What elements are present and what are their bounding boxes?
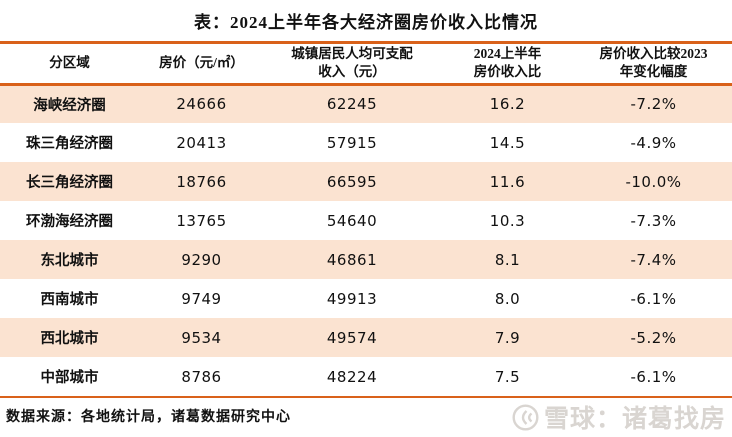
table-row: 东北城市 9290 46861 8.1 -7.4% [0, 240, 732, 279]
cell-ratio: 8.1 [494, 250, 521, 269]
table-row: 环渤海经济圈 13765 54640 10.3 -7.3% [0, 201, 732, 240]
cell-change: -7.4% [630, 250, 677, 269]
cell-region: 海峡经济圈 [33, 97, 106, 114]
cell-region: 东北城市 [40, 253, 99, 269]
cell-price: 9534 [181, 328, 222, 347]
cell-region: 西南城市 [40, 292, 99, 308]
price-income-table: 分区域 房价（元/㎡） 城镇居民人均可支配 收入（元） 2024上半年 房价收入比 … [0, 44, 732, 396]
cell-price: 9290 [181, 250, 222, 269]
cell-ratio: 8.0 [494, 289, 521, 308]
table-row: 西北城市 9534 49574 7.9 -5.2% [0, 318, 732, 357]
watermark-text: 雪球：诸葛找房 [543, 406, 726, 433]
table-row: 西南城市 9749 49913 8.0 -6.1% [0, 279, 732, 318]
cell-price: 18766 [176, 172, 227, 191]
cell-region: 西北城市 [40, 331, 99, 347]
bottom-rule [0, 396, 732, 398]
cell-ratio: 7.5 [494, 367, 521, 386]
cell-price: 13765 [176, 211, 227, 230]
xueqiu-logo-icon [512, 403, 539, 431]
cell-income: 57915 [326, 133, 378, 152]
cell-price: 9749 [181, 289, 222, 308]
cell-income: 62245 [326, 95, 378, 114]
cell-region: 长三角经济圈 [26, 175, 113, 191]
cell-change: -7.3% [630, 211, 677, 230]
cell-price: 24666 [176, 95, 227, 114]
cell-price: 8786 [181, 367, 222, 386]
cell-ratio: 10.3 [489, 211, 526, 230]
cell-region: 珠三角经济圈 [26, 136, 113, 152]
data-source: 数据来源：各地统计局，诸葛数据研究中心 [6, 410, 291, 425]
cell-ratio: 16.2 [489, 95, 526, 114]
col-header-income: 城镇居民人均可支配 收入（元） [264, 44, 440, 86]
table-row: 中部城市 8786 48224 7.5 -6.1% [0, 357, 732, 396]
cell-region: 环渤海经济圈 [26, 214, 113, 230]
top-rule [0, 41, 732, 44]
cell-income: 49913 [326, 289, 378, 308]
col-header-price: 房价（元/㎡） [139, 44, 264, 86]
cell-change: -5.2% [630, 328, 677, 347]
table-header: 分区域 房价（元/㎡） 城镇居民人均可支配 收入（元） 2024上半年 房价收入比 … [0, 44, 732, 86]
col-header-ratio: 2024上半年 房价收入比 [440, 44, 575, 86]
cell-ratio: 11.6 [489, 172, 526, 191]
page-title: 表：2024上半年各大经济圈房价收入比情况 [194, 13, 538, 32]
cell-change: -6.1% [630, 367, 677, 386]
cell-ratio: 7.9 [494, 328, 521, 347]
cell-change: -4.9% [630, 133, 677, 152]
cell-change: -6.1% [630, 289, 677, 308]
cell-change: -7.2% [630, 95, 677, 114]
col-header-change: 房价收入比较2023 年变化幅度 [575, 44, 732, 86]
cell-income: 48224 [326, 367, 378, 386]
cell-income: 46861 [326, 250, 378, 269]
table-body: 海峡经济圈 24666 62245 16.2 -7.2% 珠三角经济圈 2041… [0, 84, 732, 396]
table-row: 长三角经济圈 18766 66595 11.6 -10.0% [0, 162, 732, 201]
cell-change: -10.0% [625, 172, 682, 191]
table-row: 珠三角经济圈 20413 57915 14.5 -4.9% [0, 123, 732, 162]
cell-region: 中部城市 [40, 370, 99, 386]
watermark: 雪球：诸葛找房 [512, 399, 726, 435]
cell-price: 20413 [176, 133, 227, 152]
table-row: 海峡经济圈 24666 62245 16.2 -7.2% [0, 84, 732, 123]
col-header-region: 分区域 [0, 44, 139, 86]
cell-income: 54640 [326, 211, 378, 230]
cell-ratio: 14.5 [489, 133, 526, 152]
cell-income: 49574 [326, 328, 378, 347]
cell-income: 66595 [326, 172, 378, 191]
